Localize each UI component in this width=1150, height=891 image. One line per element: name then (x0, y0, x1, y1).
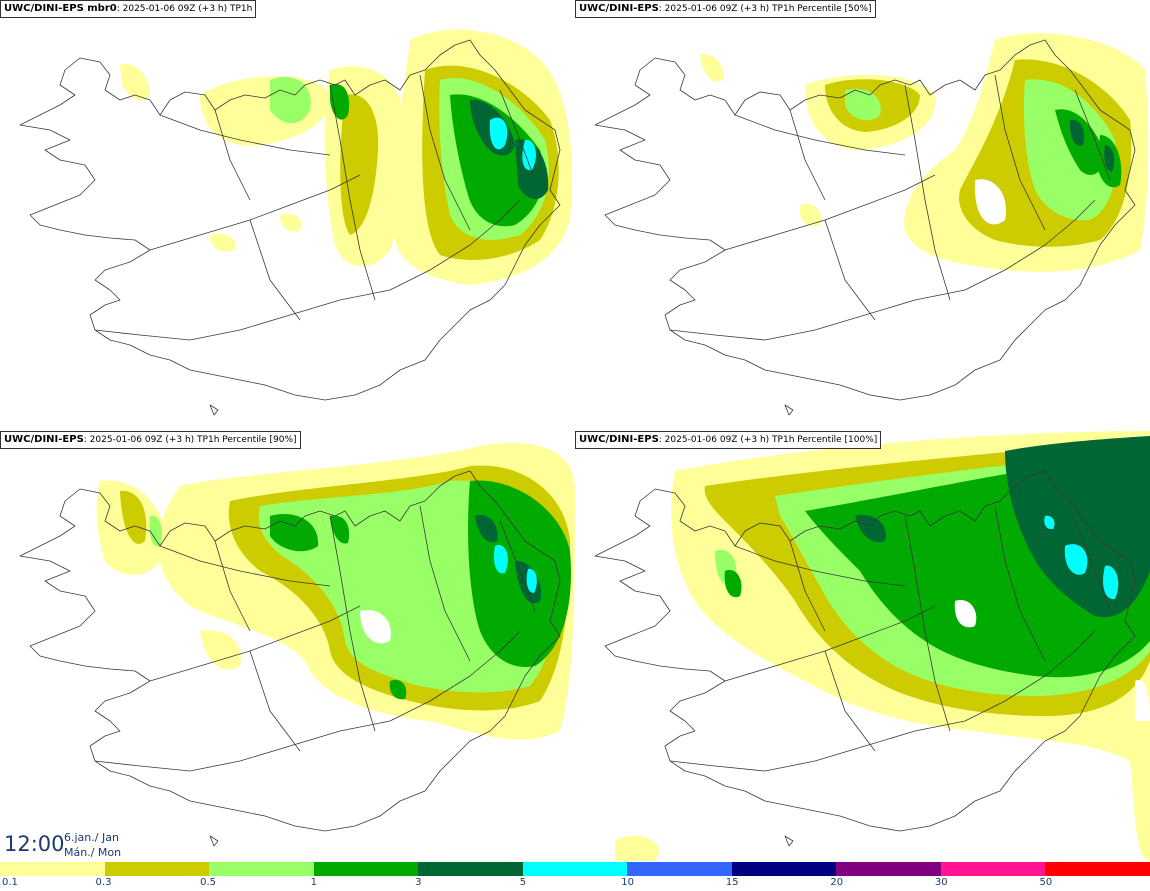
precip-map (19, 29, 572, 416)
legend-label: 0.5 (200, 877, 216, 888)
legend-swatch (627, 862, 732, 876)
valid-time: 12:00 (4, 832, 65, 856)
run-info: 2025-01-06 09Z (+3 h) (664, 435, 770, 445)
panel-title: UWC/DINI-EPS mbr0: 2025-01-06 09Z (+3 h)… (0, 0, 257, 18)
panel-title: UWC/DINI-EPS: 2025-01-06 09Z (+3 h) TP1h… (575, 431, 882, 449)
legend-swatch (209, 862, 314, 876)
field-name: TP1h Percentile [90%] (197, 435, 297, 445)
legend-swatch (940, 862, 1046, 876)
run-info: 2025-01-06 09Z (+3 h) (664, 4, 770, 14)
legend-label: 15 (725, 877, 739, 888)
field-name: TP1h Percentile [100%] (772, 435, 878, 445)
field-name: TP1h (230, 4, 253, 14)
model-name: UWC/DINI-EPS (4, 434, 84, 445)
run-info: 2025-01-06 09Z (+3 h) (122, 4, 228, 14)
legend-label: 0.1 (2, 877, 18, 888)
model-name: UWC/DINI-EPS mbr0 (4, 3, 117, 14)
legend-label: 5 (519, 877, 527, 888)
valid-time-box: 12:00 6.jan./ Jan Mán./ Mon (0, 827, 128, 862)
run-info: 2025-01-06 09Z (+3 h) (89, 435, 195, 445)
legend-swatch (104, 862, 210, 876)
legend-swatch (836, 862, 941, 876)
map-panel-p100: UWC/DINI-EPS: 2025-01-06 09Z (+3 h) TP1h… (575, 431, 1150, 861)
panel-title: UWC/DINI-EPS: 2025-01-06 09Z (+3 h) TP1h… (0, 431, 301, 449)
legend-label: 30 (934, 877, 948, 888)
legend-label: 50 (1039, 877, 1053, 888)
map-panel-p90: UWC/DINI-EPS: 2025-01-06 09Z (+3 h) TP1h… (0, 431, 575, 861)
legend-label: 20 (830, 877, 844, 888)
map-panel-p50: UWC/DINI-EPS: 2025-01-06 09Z (+3 h) TP1h… (575, 0, 1150, 430)
legend-label: 3 (415, 877, 422, 888)
precip-legend-labels: 0.1 0.3 0.5 1 3 5 10 15 20 30 50 (0, 877, 1150, 891)
legend-swatch (0, 862, 105, 876)
precip-map (19, 443, 575, 847)
legend-swatch (418, 862, 523, 876)
valid-weekday: Mán./ Mon (64, 846, 122, 859)
legend-label: 1 (310, 877, 317, 888)
model-name: UWC/DINI-EPS (579, 434, 659, 445)
legend-swatch (1045, 862, 1150, 876)
precip-map (594, 431, 1150, 861)
map-panel-mbr0: UWC/DINI-EPS mbr0: 2025-01-06 09Z (+3 h)… (0, 0, 575, 430)
precip-map (594, 33, 1149, 416)
model-name: UWC/DINI-EPS (579, 3, 659, 14)
field-name: TP1h Percentile [50%] (772, 4, 872, 14)
legend-label: 10 (621, 877, 634, 888)
legend-label: 0.3 (95, 877, 112, 888)
legend-swatch (313, 862, 419, 876)
panel-title: UWC/DINI-EPS: 2025-01-06 09Z (+3 h) TP1h… (575, 0, 876, 18)
legend-swatch (731, 862, 837, 876)
precip-legend-bar (0, 862, 1150, 876)
valid-date: 6.jan./ Jan (64, 831, 119, 844)
legend-swatch (522, 862, 628, 876)
